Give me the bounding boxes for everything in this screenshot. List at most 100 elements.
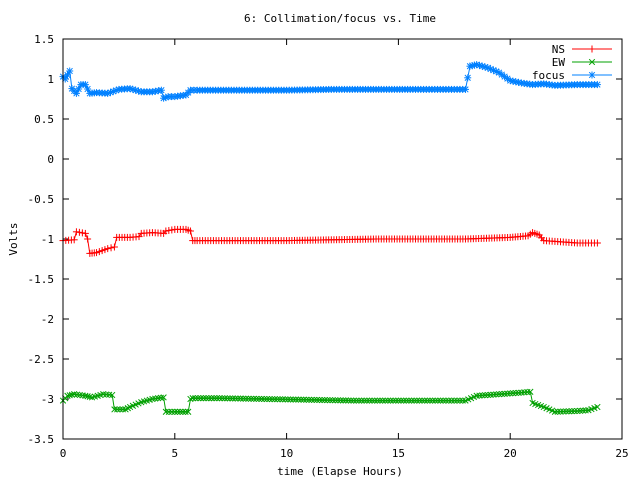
data-point xyxy=(104,245,112,253)
data-point xyxy=(284,396,292,403)
y-tick-label: 0 xyxy=(47,153,54,166)
y-tick-label: 1 xyxy=(47,73,54,86)
data-point xyxy=(332,397,339,404)
data-point xyxy=(308,396,315,404)
data-point xyxy=(329,397,336,404)
data-point xyxy=(363,397,370,404)
data-point xyxy=(221,395,228,402)
legend-label: EW xyxy=(552,56,566,69)
y-tick-label: -3 xyxy=(41,393,54,406)
data-point xyxy=(557,408,564,415)
data-point xyxy=(165,226,173,234)
data-point xyxy=(387,397,394,404)
data-point xyxy=(107,244,115,252)
x-tick-label: 0 xyxy=(60,447,67,460)
series-ew xyxy=(59,388,601,415)
data-point xyxy=(493,391,500,398)
data-point xyxy=(110,243,118,251)
data-point xyxy=(189,395,196,402)
data-point xyxy=(268,395,276,403)
data-point xyxy=(340,397,347,404)
data-point xyxy=(382,397,389,404)
plot-frame xyxy=(62,38,623,440)
data-point xyxy=(162,408,170,415)
data-point xyxy=(347,397,355,404)
data-point xyxy=(197,395,204,402)
data-point xyxy=(216,395,223,402)
axes: -3.5 -3 -2.5 -2 -1.5 -1 -0.5 0 0.5 1 1.5 0 5 10 15 20 25 xyxy=(28,33,629,460)
data-point xyxy=(476,392,483,399)
x-tick-label: 5 xyxy=(171,447,178,460)
y-tick-label: 1.5 xyxy=(34,33,54,46)
data-point xyxy=(379,397,386,404)
data-point xyxy=(368,397,376,404)
data-point xyxy=(403,397,410,404)
data-point xyxy=(442,397,450,404)
data-point xyxy=(234,395,242,402)
data-point xyxy=(334,397,342,404)
data-point xyxy=(512,389,519,397)
series-focus xyxy=(59,61,601,102)
data-point xyxy=(405,397,413,404)
data-point xyxy=(157,86,165,94)
data-point xyxy=(439,397,447,404)
data-point xyxy=(208,395,215,402)
data-point xyxy=(200,395,207,402)
data-point xyxy=(342,397,349,404)
data-point xyxy=(456,397,464,404)
data-point xyxy=(211,395,218,402)
legend-marker xyxy=(588,58,596,66)
data-point xyxy=(479,392,486,399)
data-point xyxy=(355,397,363,404)
data-point xyxy=(240,395,247,402)
data-point xyxy=(464,74,472,82)
data-point xyxy=(213,395,220,402)
data-point xyxy=(168,408,175,415)
data-point xyxy=(481,392,489,399)
data-point xyxy=(218,395,226,402)
data-point xyxy=(389,397,397,404)
data-point xyxy=(424,397,431,404)
data-point xyxy=(318,396,326,404)
data-point xyxy=(276,396,284,403)
data-point xyxy=(594,403,601,411)
y-axis-label: Volts xyxy=(7,222,20,255)
data-point xyxy=(311,396,318,404)
data-point xyxy=(337,397,344,404)
data-point xyxy=(321,396,328,404)
data-point xyxy=(316,396,323,404)
data-point xyxy=(255,395,263,403)
y-tick-label: -3.5 xyxy=(28,433,55,446)
data-point xyxy=(68,391,76,398)
data-point xyxy=(84,235,92,243)
data-point xyxy=(202,395,210,402)
data-point xyxy=(453,397,461,404)
data-point xyxy=(371,397,378,404)
data-point xyxy=(353,397,360,404)
data-point xyxy=(515,389,522,396)
data-point xyxy=(258,395,265,403)
data-point xyxy=(114,406,121,413)
data-point xyxy=(75,228,83,236)
data-point xyxy=(162,227,170,235)
data-point xyxy=(194,395,202,402)
legend-label: focus xyxy=(532,69,565,82)
data-point xyxy=(186,227,194,235)
data-point xyxy=(397,397,405,404)
data-point xyxy=(174,408,181,415)
data-point xyxy=(487,391,494,398)
data-point xyxy=(182,408,189,415)
data-point xyxy=(501,390,508,397)
data-point xyxy=(70,236,78,244)
data-point xyxy=(253,395,260,403)
data-point xyxy=(400,397,407,404)
y-tick-label: -1.5 xyxy=(28,273,55,286)
data-point xyxy=(111,406,118,413)
data-point xyxy=(451,397,458,404)
data-point xyxy=(565,408,573,415)
data-point xyxy=(574,407,581,415)
data-point xyxy=(300,396,307,403)
legend-marker xyxy=(588,71,596,79)
data-point xyxy=(263,395,271,403)
